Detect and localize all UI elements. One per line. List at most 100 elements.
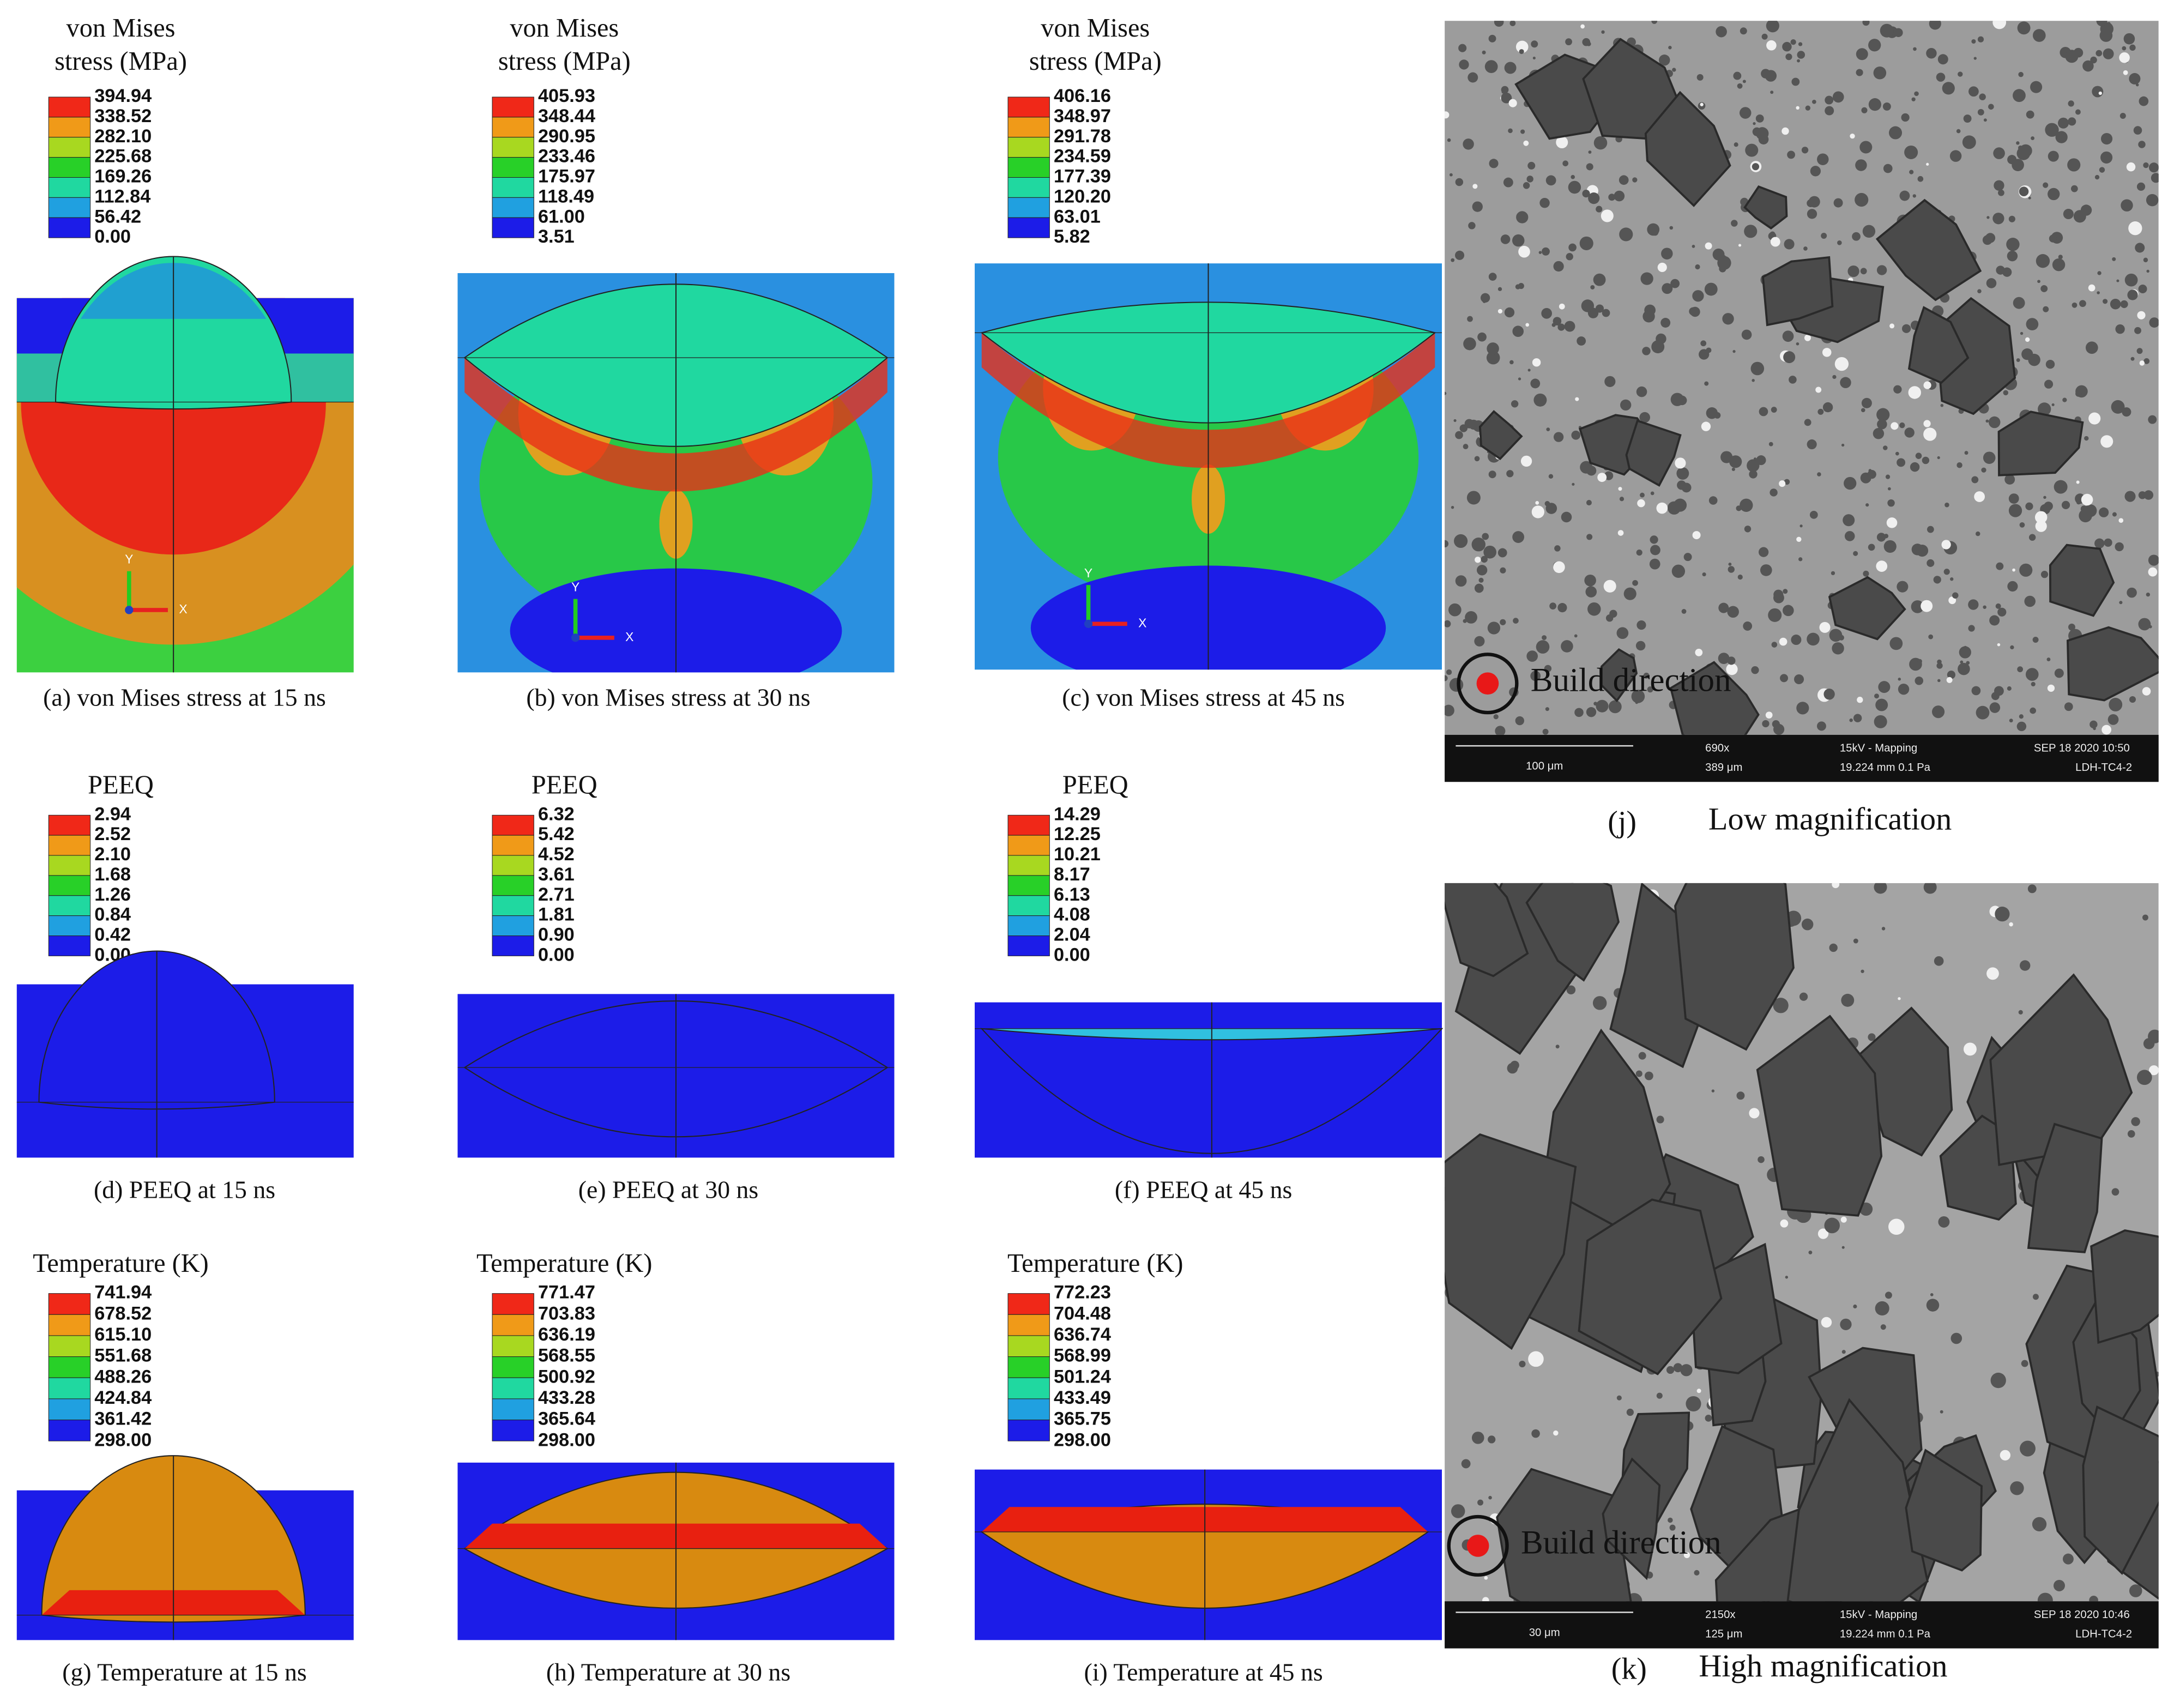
- particle: [2085, 341, 2098, 354]
- particle: [1448, 603, 1462, 617]
- legend-swatch: [1007, 197, 1050, 218]
- particle: [1497, 309, 1503, 314]
- sem-image: 30 μm 2150x 125 μm 15kV - Mapping 19.224 mm …: [1445, 883, 2159, 1686]
- particle: [2058, 255, 2063, 259]
- particle: [1739, 107, 1752, 119]
- particle: [1727, 656, 1736, 665]
- particle: [1702, 572, 1706, 577]
- particle: [1782, 127, 1789, 135]
- particle: [2075, 390, 2082, 397]
- particle: [2067, 158, 2081, 172]
- particle: [1921, 600, 1933, 612]
- direction-ring: [1457, 653, 1519, 715]
- magnification: 690x: [1705, 743, 1729, 755]
- particle: [1504, 307, 1515, 318]
- particle: [1913, 47, 1917, 51]
- particle: [1586, 41, 1591, 46]
- particle: [1447, 138, 1451, 142]
- particle: [1531, 1429, 1540, 1438]
- particle: [1545, 175, 1556, 186]
- particle: [2122, 46, 2127, 51]
- particle: [2143, 162, 2149, 168]
- particle: [2090, 56, 2097, 64]
- mode: 15kV - Mapping: [1840, 743, 1917, 755]
- particle: [2019, 522, 2025, 528]
- particle: [2032, 1517, 2047, 1532]
- legend-swatch: [1007, 895, 1050, 916]
- particle: [1783, 589, 1788, 594]
- particle: [1993, 147, 2005, 159]
- legend-value: 0.84: [94, 904, 131, 925]
- particle: [2112, 257, 2116, 261]
- particle: [1963, 1042, 1977, 1056]
- particle: [1593, 136, 1608, 150]
- particle: [1666, 1366, 1675, 1374]
- particle: [1673, 1363, 1683, 1373]
- particle: [1656, 502, 1668, 514]
- particle: [1770, 90, 1774, 94]
- particle: [1997, 643, 2001, 647]
- legend-value: 14.29: [1054, 804, 1101, 824]
- particle: [1561, 511, 1572, 523]
- legend-value: 772.23: [1054, 1282, 1111, 1303]
- particle: [2025, 337, 2030, 342]
- particle: [1568, 180, 1581, 194]
- legend-swatch: [48, 96, 91, 118]
- caption: (b) von Mises stress at 30 ns: [526, 684, 810, 711]
- particle: [1736, 505, 1742, 511]
- triad-label: Y: [1084, 566, 1092, 580]
- legend-title: Temperature (K): [1007, 1249, 1183, 1278]
- particle: [2079, 509, 2092, 523]
- particle: [2148, 1029, 2159, 1043]
- particle: [1880, 23, 1894, 38]
- particle: [1531, 40, 1538, 48]
- particle: [1631, 690, 1645, 703]
- carbide: [1786, 1398, 1929, 1602]
- particle: [1745, 143, 1759, 157]
- particle: [1766, 40, 1777, 51]
- caption: (h) Temperature at 30 ns: [546, 1658, 790, 1686]
- particle: [1988, 104, 1994, 110]
- caption: (f) PEEQ at 45 ns: [1115, 1175, 1292, 1203]
- particle: [1601, 30, 1605, 34]
- particle: [2142, 914, 2148, 921]
- particle: [1798, 557, 1803, 562]
- particle: [1934, 956, 1944, 966]
- particle: [1642, 310, 1655, 323]
- particle: [1874, 693, 1879, 699]
- particle: [1744, 526, 1752, 533]
- particle: [1821, 1317, 1832, 1328]
- particle: [2138, 141, 2146, 148]
- legend-value: 6.13: [1054, 884, 1090, 905]
- particle: [1692, 290, 1704, 302]
- particle: [1923, 883, 1937, 894]
- particle: [1515, 40, 1529, 53]
- particle: [1897, 581, 1909, 593]
- particle: [2148, 554, 2159, 566]
- particle: [2025, 668, 2039, 681]
- fea-panel: von Mises stress (MPa) 394.94338.52282.102…: [16, 14, 354, 711]
- carbide: [1625, 419, 1682, 487]
- particle: [1651, 340, 1665, 354]
- particle: [1704, 282, 1718, 296]
- particle: [2008, 504, 2022, 517]
- particle: [1638, 643, 1644, 649]
- particle: [1740, 27, 1747, 35]
- particle: [1911, 600, 1924, 613]
- particle: [1475, 557, 1481, 563]
- caption: (g) Temperature at 15 ns: [62, 1658, 306, 1686]
- particle: [1453, 419, 1457, 423]
- particle: [2035, 520, 2047, 532]
- legend-swatch: [48, 1314, 91, 1336]
- particle: [2084, 436, 2089, 441]
- particle: [1875, 698, 1888, 711]
- panel-label: (k): [1611, 1652, 1647, 1686]
- particle: [1484, 60, 1498, 73]
- particle: [1467, 316, 1473, 322]
- micrograph: [1445, 883, 2159, 1602]
- particle: [1487, 621, 1501, 635]
- particle: [1476, 565, 1488, 576]
- particle: [1471, 1432, 1484, 1444]
- legend-swatch: [492, 1420, 534, 1441]
- legend-value: 1.81: [538, 904, 575, 925]
